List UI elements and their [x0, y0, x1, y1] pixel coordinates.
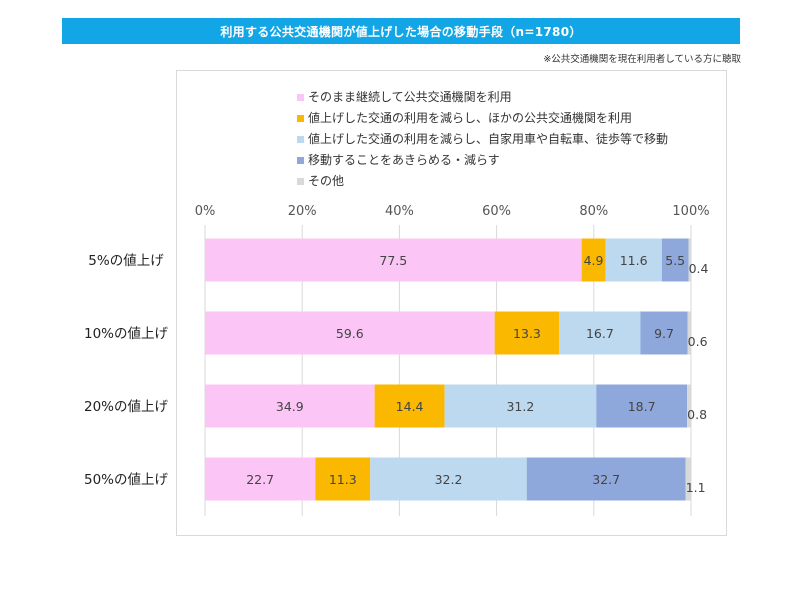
legend-label: 値上げした交通の利用を減らし、自家用車や自転車、徒歩等で移動 — [308, 132, 669, 146]
chart-title: 利用する公共交通機関が値上げした場合の移動手段（n=1780） — [220, 24, 582, 39]
x-tick-label: 20% — [288, 204, 317, 219]
data-label: 34.9 — [276, 399, 304, 414]
bar-segment — [205, 384, 375, 428]
chart-title-bar: 利用する公共交通機関が値上げした場合の移動手段（n=1780） — [62, 18, 740, 44]
data-label: 59.6 — [336, 326, 364, 341]
legend-label: そのまま継続して公共交通機関を利用 — [308, 90, 512, 104]
x-tick-label: 100% — [672, 204, 709, 219]
bar-segment — [687, 384, 691, 428]
legend-item: 移動することをあきらめる・減らす — [297, 150, 668, 171]
data-label: 0.4 — [689, 261, 709, 276]
data-label: 32.2 — [435, 472, 463, 487]
data-label: 11.6 — [620, 253, 648, 268]
bar-segment — [370, 457, 527, 501]
bar-segment — [661, 238, 689, 282]
legend-item: 値上げした交通の利用を減らし、自家用車や自転車、徒歩等で移動 — [297, 129, 668, 150]
data-label: 0.8 — [687, 407, 707, 422]
legend-label: 値上げした交通の利用を減らし、ほかの公共交通機関を利用 — [308, 111, 633, 125]
bar-segment — [315, 457, 371, 501]
chart-frame — [176, 70, 727, 536]
data-label: 22.7 — [246, 472, 274, 487]
chart-legend: そのまま継続して公共交通機関を利用値上げした交通の利用を減らし、ほかの公共交通機… — [297, 87, 668, 192]
data-label: 9.7 — [654, 326, 674, 341]
legend-swatch — [297, 178, 304, 185]
x-tick-label: 40% — [385, 204, 414, 219]
data-label: 5.5 — [665, 253, 685, 268]
data-label: 4.9 — [584, 253, 604, 268]
legend-item: その他 — [297, 171, 668, 192]
bar-segment — [596, 384, 688, 428]
data-label: 1.1 — [686, 480, 706, 495]
bar-segment — [559, 311, 641, 355]
legend-label: その他 — [308, 174, 345, 188]
category-label: 50%の値上げ — [84, 472, 169, 488]
data-label: 32.7 — [592, 472, 620, 487]
bar-segment — [205, 238, 582, 282]
category-label: 5%の値上げ — [88, 253, 164, 269]
bar-segment — [526, 457, 686, 501]
data-label: 18.7 — [628, 399, 656, 414]
legend-swatch — [297, 115, 304, 122]
x-tick-label: 80% — [579, 204, 608, 219]
data-label: 11.3 — [329, 472, 357, 487]
data-label: 0.6 — [688, 334, 708, 349]
data-label: 31.2 — [506, 399, 534, 414]
bar-segment — [688, 238, 691, 282]
data-label: 16.7 — [586, 326, 614, 341]
legend-swatch — [297, 94, 304, 101]
legend-label: 移動することをあきらめる・減らす — [308, 153, 500, 167]
bar-segment — [205, 311, 495, 355]
data-label: 13.3 — [513, 326, 541, 341]
legend-swatch — [297, 157, 304, 164]
bar-segment — [605, 238, 662, 282]
x-tick-label: 60% — [482, 204, 511, 219]
category-label: 10%の値上げ — [84, 326, 169, 342]
bar-segment — [640, 311, 688, 355]
bar-segment — [374, 384, 445, 428]
bar-segment — [581, 238, 606, 282]
data-label: 14.4 — [396, 399, 424, 414]
legend-item: そのまま継続して公共交通機関を利用 — [297, 87, 668, 108]
x-tick-label: 0% — [195, 204, 216, 219]
bar-segment — [687, 311, 691, 355]
bar-segment — [444, 384, 597, 428]
survey-note: ※公共交通機関を現在利用者している方に聴取 — [543, 54, 741, 65]
legend-item: 値上げした交通の利用を減らし、ほかの公共交通機関を利用 — [297, 108, 668, 129]
category-label: 20%の値上げ — [84, 399, 169, 415]
legend-swatch — [297, 136, 304, 143]
bar-segment — [685, 457, 691, 501]
bar-segment — [205, 457, 316, 501]
bar-segment — [494, 311, 560, 355]
data-label: 77.5 — [379, 253, 407, 268]
